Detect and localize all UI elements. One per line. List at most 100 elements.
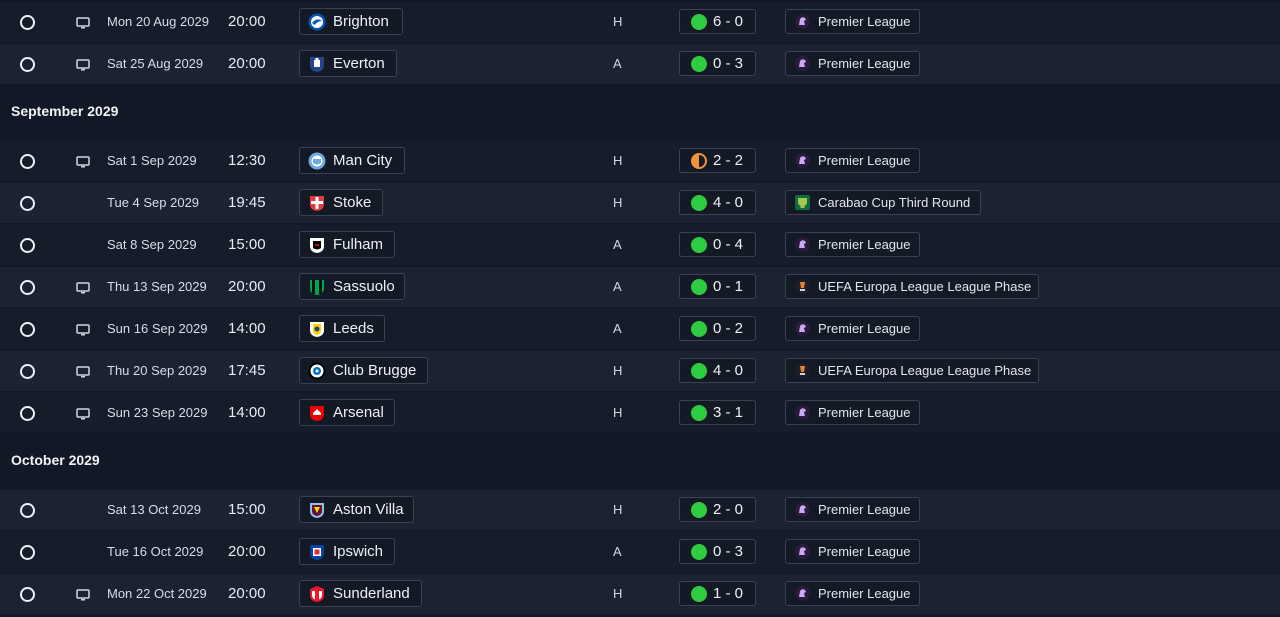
- score-button[interactable]: 0 - 4: [679, 232, 756, 257]
- competition-button[interactable]: Premier League: [785, 400, 920, 425]
- competition-button[interactable]: Premier League: [785, 9, 920, 34]
- fixture-row[interactable]: Sun 23 Sep 2029 14:00 Arsenal H 3 - 1 Premier…: [0, 393, 1280, 433]
- competition-button[interactable]: Premier League: [785, 539, 920, 564]
- europa-league-icon: [795, 279, 810, 294]
- score-button[interactable]: 0 - 3: [679, 539, 756, 564]
- opponent-name: Arsenal: [333, 404, 384, 421]
- score-button[interactable]: 2 - 0: [679, 497, 756, 522]
- competition-button[interactable]: Premier League: [785, 51, 920, 76]
- fixture-row[interactable]: Sun 16 Sep 2029 14:00 Leeds A 0 - 2 Premier L…: [0, 309, 1280, 349]
- score-button[interactable]: 6 - 0: [679, 9, 756, 34]
- opponent-button[interactable]: Leeds: [299, 315, 385, 342]
- score-button[interactable]: 0 - 1: [679, 274, 756, 299]
- select-fixture-radio[interactable]: [20, 545, 35, 560]
- fixture-row[interactable]: Tue 16 Oct 2029 20:00 Ipswich A 0 - 3 Premier…: [0, 532, 1280, 572]
- fixture-row[interactable]: Sat 13 Oct 2029 15:00 Aston Villa H 2 - 0 Pre…: [0, 490, 1280, 530]
- kickoff-time: 14:00: [228, 320, 266, 337]
- competition-button[interactable]: UEFA Europa League League Phase: [785, 358, 1039, 383]
- venue-indicator: A: [613, 321, 622, 336]
- opponent-name: Sassuolo: [333, 278, 395, 295]
- score-button[interactable]: 4 - 0: [679, 190, 756, 215]
- score-button[interactable]: 3 - 1: [679, 400, 756, 425]
- opponent-button[interactable]: Brighton: [299, 8, 403, 35]
- competition-button[interactable]: Premier League: [785, 316, 920, 341]
- fixture-row[interactable]: Thu 13 Sep 2029 20:00 Sassuolo A 0 - 1 UEFA E…: [0, 267, 1280, 307]
- competition-name: Premier League: [818, 321, 911, 336]
- score-button[interactable]: 1 - 0: [679, 581, 756, 606]
- competition-button[interactable]: Premier League: [785, 581, 920, 606]
- venue-indicator: H: [613, 14, 623, 29]
- win-result-icon: [691, 544, 707, 560]
- fixture-row[interactable]: Sat 1 Sep 2029 12:30 Man City H 2 - 2 Premier…: [0, 141, 1280, 181]
- opponent-button[interactable]: Man City: [299, 147, 405, 174]
- select-fixture-radio[interactable]: [20, 154, 35, 169]
- win-result-icon: [691, 586, 707, 602]
- select-fixture-radio[interactable]: [20, 15, 35, 30]
- fixture-row[interactable]: Sat 8 Sep 2029 15:00 Fulham A 0 - 4 Premier L…: [0, 225, 1280, 265]
- select-fixture-radio[interactable]: [20, 196, 35, 211]
- competition-button[interactable]: Carabao Cup Third Round: [785, 190, 981, 215]
- venue-indicator: A: [613, 56, 622, 71]
- select-fixture-radio[interactable]: [20, 322, 35, 337]
- competition-button[interactable]: UEFA Europa League League Phase: [785, 274, 1039, 299]
- select-fixture-radio[interactable]: [20, 280, 35, 295]
- select-fixture-radio[interactable]: [20, 364, 35, 379]
- competition-button[interactable]: Premier League: [785, 497, 920, 522]
- opponent-button[interactable]: Arsenal: [299, 399, 395, 426]
- fixture-row[interactable]: Mon 20 Aug 2029 20:00 Brighton H 6 - 0 Premie…: [0, 2, 1280, 42]
- opponent-name: Sunderland: [333, 585, 410, 602]
- opponent-button[interactable]: Everton: [299, 50, 397, 77]
- score-text: 0 - 3: [713, 55, 744, 72]
- opponent-button[interactable]: Sassuolo: [299, 273, 405, 300]
- select-fixture-radio[interactable]: [20, 406, 35, 421]
- competition-button[interactable]: Premier League: [785, 148, 920, 173]
- opponent-name: Stoke: [333, 194, 372, 211]
- venue-indicator: H: [613, 502, 623, 517]
- premier-league-icon: [795, 237, 810, 252]
- fixture-date: Thu 20 Sep 2029: [107, 363, 207, 378]
- fixture-date: Mon 20 Aug 2029: [107, 14, 209, 29]
- opponent-button[interactable]: Aston Villa: [299, 496, 414, 523]
- fixture-row[interactable]: Thu 20 Sep 2029 17:45 Club Brugge H 4 - 0 UEF…: [0, 351, 1280, 391]
- tv-icon: [76, 16, 90, 29]
- kickoff-time: 20:00: [228, 585, 266, 602]
- kickoff-time: 15:00: [228, 236, 266, 253]
- score-button[interactable]: 0 - 2: [679, 316, 756, 341]
- opponent-name: Brighton: [333, 13, 389, 30]
- stoke-crest: [308, 194, 326, 212]
- score-button[interactable]: 2 - 2: [679, 148, 756, 173]
- premier-league-icon: [795, 153, 810, 168]
- select-fixture-radio[interactable]: [20, 503, 35, 518]
- venue-indicator: A: [613, 279, 622, 294]
- select-fixture-radio[interactable]: [20, 238, 35, 253]
- fixture-date: Sat 1 Sep 2029: [107, 153, 197, 168]
- opponent-button[interactable]: Sunderland: [299, 580, 422, 607]
- sassuolo-crest: [308, 278, 326, 296]
- opponent-button[interactable]: Club Brugge: [299, 357, 428, 384]
- fixture-date: Sun 23 Sep 2029: [107, 405, 208, 420]
- opponent-button[interactable]: Fulham: [299, 231, 395, 258]
- ipswich-crest: [308, 543, 326, 561]
- opponent-button[interactable]: Stoke: [299, 189, 383, 216]
- kickoff-time: 20:00: [228, 543, 266, 560]
- select-fixture-radio[interactable]: [20, 57, 35, 72]
- fixture-row[interactable]: Mon 22 Oct 2029 20:00 Sunderland H 1 - 0 Prem…: [0, 574, 1280, 614]
- carabao-cup-icon: [795, 195, 810, 210]
- select-fixture-radio[interactable]: [20, 587, 35, 602]
- fixture-row[interactable]: Tue 4 Sep 2029 19:45 Stoke H 4 - 0 Carabao Cu…: [0, 183, 1280, 223]
- win-result-icon: [691, 195, 707, 211]
- fixture-row[interactable]: Sat 25 Aug 2029 20:00 Everton A 0 - 3 Premier…: [0, 44, 1280, 84]
- venue-indicator: H: [613, 405, 623, 420]
- score-button[interactable]: 4 - 0: [679, 358, 756, 383]
- venue-indicator: H: [613, 153, 623, 168]
- opponent-button[interactable]: Ipswich: [299, 538, 395, 565]
- score-button[interactable]: 0 - 3: [679, 51, 756, 76]
- competition-button[interactable]: Premier League: [785, 232, 920, 257]
- kickoff-time: 14:00: [228, 404, 266, 421]
- win-result-icon: [691, 321, 707, 337]
- premier-league-icon: [795, 14, 810, 29]
- draw-result-icon: [691, 153, 707, 169]
- win-result-icon: [691, 279, 707, 295]
- tv-icon: [76, 155, 90, 168]
